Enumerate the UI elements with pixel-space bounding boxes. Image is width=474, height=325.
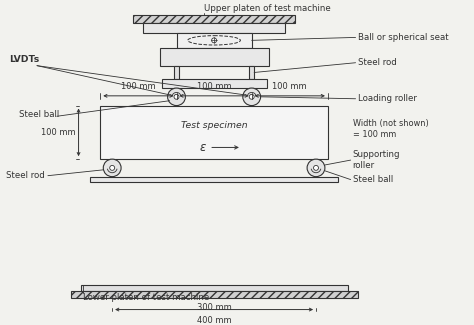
Circle shape bbox=[174, 94, 179, 99]
Text: Steel ball: Steel ball bbox=[19, 110, 59, 119]
FancyBboxPatch shape bbox=[162, 79, 266, 88]
Text: Steel rod: Steel rod bbox=[6, 171, 45, 180]
Text: Lower platen of test machine: Lower platen of test machine bbox=[82, 292, 209, 302]
FancyBboxPatch shape bbox=[91, 177, 338, 183]
Text: 100 mm: 100 mm bbox=[273, 82, 307, 91]
Text: Width (not shown)
= 100 mm: Width (not shown) = 100 mm bbox=[353, 119, 428, 138]
FancyBboxPatch shape bbox=[143, 23, 285, 32]
Text: ε: ε bbox=[200, 141, 206, 154]
FancyBboxPatch shape bbox=[160, 48, 268, 66]
FancyBboxPatch shape bbox=[174, 66, 179, 79]
FancyBboxPatch shape bbox=[81, 285, 347, 291]
Text: 100 mm: 100 mm bbox=[41, 128, 75, 137]
Text: Ball or spherical seat: Ball or spherical seat bbox=[357, 33, 448, 42]
Text: Loading roller: Loading roller bbox=[357, 94, 417, 103]
Text: 400 mm: 400 mm bbox=[197, 316, 231, 325]
Text: 100 mm: 100 mm bbox=[197, 82, 231, 91]
Circle shape bbox=[103, 159, 121, 177]
Text: Steel rod: Steel rod bbox=[357, 58, 396, 67]
Text: LVDTs: LVDTs bbox=[9, 55, 39, 64]
Circle shape bbox=[249, 94, 254, 99]
Circle shape bbox=[243, 88, 261, 106]
Circle shape bbox=[211, 38, 217, 43]
Text: Upper platen of test machine: Upper platen of test machine bbox=[204, 4, 331, 13]
Text: Test specimen: Test specimen bbox=[181, 122, 247, 130]
Circle shape bbox=[307, 159, 325, 177]
Circle shape bbox=[168, 88, 185, 106]
FancyBboxPatch shape bbox=[71, 291, 357, 298]
Text: Supporting
roller: Supporting roller bbox=[353, 150, 400, 170]
FancyBboxPatch shape bbox=[100, 106, 328, 159]
FancyBboxPatch shape bbox=[249, 66, 254, 79]
FancyBboxPatch shape bbox=[133, 15, 295, 23]
Text: 100 mm: 100 mm bbox=[121, 82, 156, 91]
FancyBboxPatch shape bbox=[176, 32, 252, 48]
Circle shape bbox=[313, 165, 319, 170]
Text: Steel ball: Steel ball bbox=[353, 175, 393, 184]
Circle shape bbox=[109, 165, 115, 170]
Text: 300 mm: 300 mm bbox=[197, 303, 231, 311]
